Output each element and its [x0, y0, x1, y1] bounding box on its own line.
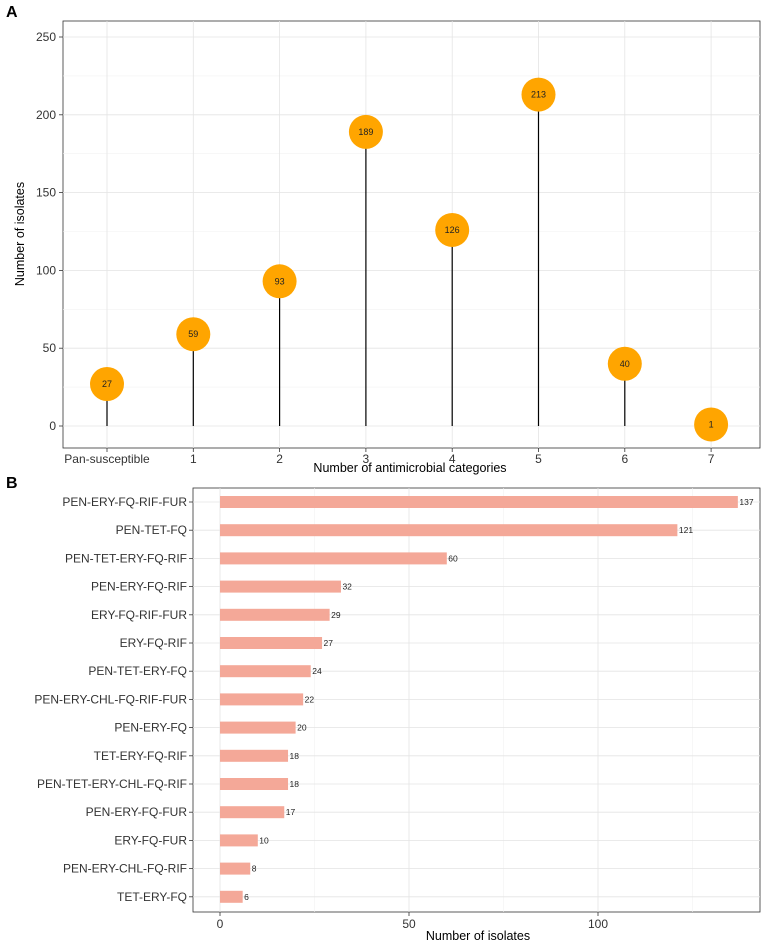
bar: [220, 778, 289, 790]
category-label: ERY-FQ-FUR: [114, 833, 187, 847]
category-label: PEN-TET-ERY-CHL-FQ-RIF: [37, 777, 187, 791]
category-label: PEN-ERY-CHL-FQ-RIF-FUR: [34, 692, 187, 706]
data-label: 17: [286, 807, 296, 817]
x-tick-label: 2: [276, 452, 283, 466]
data-label: 40: [620, 359, 630, 369]
panel-b-letter: B: [6, 475, 18, 492]
data-label: 29: [331, 610, 341, 620]
data-label: 24: [312, 666, 322, 676]
bar: [220, 862, 251, 875]
x-tick-label: 6: [621, 452, 628, 466]
bar: [220, 890, 243, 903]
bar: [220, 524, 678, 537]
x-tick-label: 7: [708, 452, 715, 466]
y-tick-label: 200: [36, 108, 56, 122]
data-label: 18: [290, 751, 300, 761]
data-label: 93: [275, 276, 285, 286]
y-tick-label: 0: [49, 419, 56, 433]
y-tick-label: 50: [43, 341, 57, 355]
category-label: PEN-TET-ERY-FQ-RIF: [65, 551, 187, 565]
bar: [220, 496, 738, 508]
lollipop-point: [435, 212, 470, 247]
category-label: TET-ERY-FQ: [117, 890, 187, 904]
category-label: PEN-ERY-FQ: [114, 721, 187, 735]
data-label: 59: [188, 329, 198, 339]
lollipop-point: [607, 346, 642, 381]
category-label: PEN-TET-ERY-FQ: [88, 664, 187, 678]
category-label: PEN-ERY-FQ-FUR: [86, 805, 188, 819]
lollipop-point: [348, 114, 383, 149]
data-label: 6: [244, 892, 249, 902]
lollipop-point: [90, 366, 124, 401]
x-tick-label: 1: [190, 452, 197, 466]
data-label: 20: [297, 723, 307, 733]
data-label: 10: [259, 835, 269, 845]
category-label: PEN-ERY-FQ-RIF: [91, 580, 187, 594]
lollipop-chart: 0 50 100 150 200 250 Pan-susceptible 1 2 3 4 5 6 7 2…: [13, 20, 761, 475]
bar-marks: 137 121 60 32 29 27 24 22 20 18 18 17 10 8 6: [220, 496, 754, 903]
x-axis-ticks-b: 0 50 100: [217, 912, 608, 931]
data-label: 213: [531, 90, 546, 100]
x-axis-ticks-a: Pan-susceptible 1 2 3 4 5 6 7: [64, 448, 715, 466]
category-label: PEN-ERY-CHL-FQ-RIF: [63, 862, 187, 876]
category-label: TET-ERY-FQ-RIF: [94, 749, 187, 763]
data-label: 189: [358, 127, 373, 137]
x-axis-title-b: Number of isolates: [426, 929, 530, 943]
bar: [220, 580, 341, 593]
data-label: 126: [445, 225, 460, 235]
lollipop-point: [262, 264, 297, 299]
y-tick-label: 250: [36, 30, 56, 44]
y-tick-label: 100: [36, 263, 56, 277]
category-label: ERY-FQ-RIF-FUR: [91, 608, 187, 622]
bar-chart: 0 50 100 PEN-ERY-FQ-RIF-FUR PEN-TET-FQ PEN-T…: [34, 487, 761, 943]
data-label: 1: [709, 419, 714, 429]
data-label: 60: [448, 553, 458, 563]
x-tick-label: Pan-susceptible: [64, 452, 150, 466]
y-tick-label: 150: [36, 186, 56, 200]
x-tick-label: 5: [535, 452, 542, 466]
bar: [220, 665, 311, 678]
category-label: PEN-ERY-FQ-RIF-FUR: [62, 495, 187, 509]
bar: [220, 693, 304, 706]
y-axis-title-a: Number of isolates: [13, 182, 27, 286]
bar: [220, 608, 330, 621]
data-label: 32: [342, 582, 352, 592]
category-label: ERY-FQ-RIF: [120, 636, 187, 650]
lollipop-point: [176, 317, 211, 352]
data-label: 8: [252, 864, 257, 874]
plot-area-a: [62, 20, 761, 449]
panel-a-letter: A: [6, 4, 18, 21]
bar: [220, 721, 296, 734]
x-tick-label: 100: [588, 917, 608, 931]
lollipop-point: [694, 407, 729, 442]
x-tick-label: 0: [217, 917, 224, 931]
bar: [220, 637, 323, 649]
lollipop-point: [521, 77, 556, 112]
y-axis-ticks-a: 0 50 100 150 200 250: [36, 30, 63, 433]
category-labels-b: PEN-ERY-FQ-RIF-FUR PEN-TET-FQ PEN-TET-ERY-…: [34, 495, 193, 904]
data-label: 22: [305, 694, 315, 704]
bar: [220, 749, 289, 762]
category-label: PEN-TET-FQ: [116, 523, 187, 537]
bar: [220, 552, 447, 565]
data-label: 121: [679, 525, 693, 535]
lollipop-marks: 27 59 93 189 126 213 40 1: [90, 77, 729, 442]
data-label: 137: [739, 497, 753, 507]
bar: [220, 806, 285, 819]
bar: [220, 834, 258, 847]
x-tick-label: 4: [449, 452, 456, 466]
x-tick-label: 3: [363, 452, 370, 466]
data-label: 27: [102, 379, 112, 389]
data-label: 18: [290, 779, 300, 789]
x-tick-label: 50: [402, 917, 416, 931]
x-axis-title-a: Number of antimicrobial categories: [313, 461, 506, 475]
data-label: 27: [324, 638, 334, 648]
